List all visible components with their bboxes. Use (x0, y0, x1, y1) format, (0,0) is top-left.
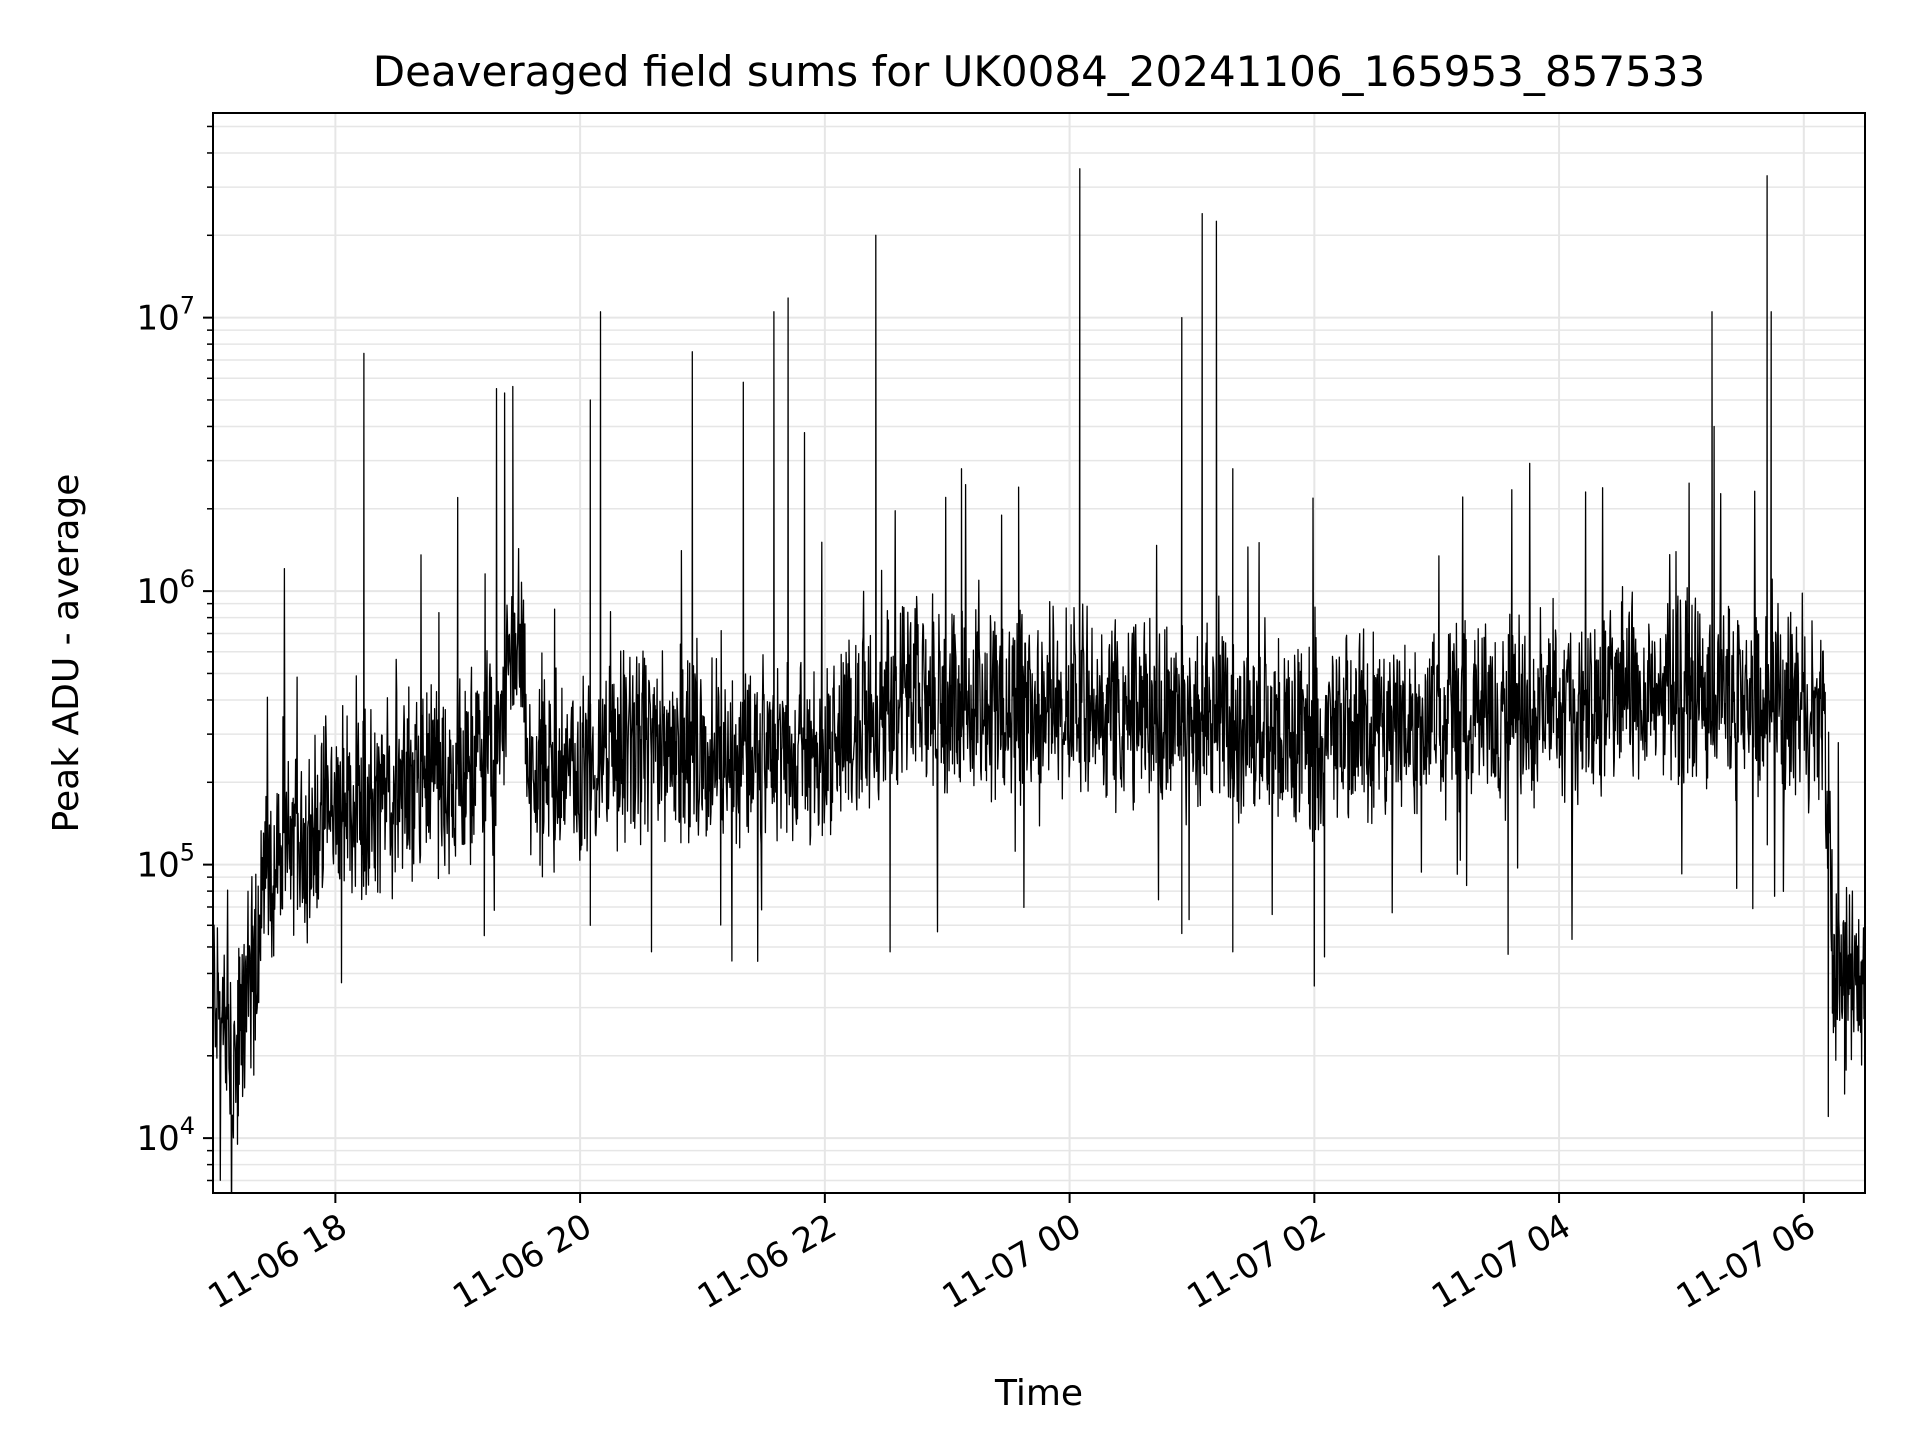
grid (213, 113, 1865, 1193)
y-tick-exponent: 4 (180, 1112, 195, 1140)
y-axis-label: Peak ADU - average (46, 474, 87, 833)
y-tick-base: 10 (136, 846, 179, 886)
axes-frame (212, 112, 1866, 1194)
x-axis-label: Time (994, 1373, 1083, 1414)
y-tick-exponent: 7 (180, 292, 195, 320)
y-tick-exponent: 5 (180, 839, 195, 867)
plot-area (213, 168, 1865, 1193)
series-line (213, 168, 1865, 1193)
y-tick-exponent: 6 (180, 565, 195, 593)
y-tick-label: 104 (136, 1112, 195, 1159)
y-tick-label: 105 (136, 839, 195, 886)
y-tick-base: 10 (136, 1119, 179, 1159)
y-tick-label: 107 (136, 292, 195, 339)
y-tick-label: 106 (136, 565, 195, 612)
chart-title: Deaveraged field sums for UK0084_2024110… (373, 47, 1705, 96)
y-tick-base: 10 (136, 299, 179, 339)
y-tick-base: 10 (136, 572, 179, 612)
